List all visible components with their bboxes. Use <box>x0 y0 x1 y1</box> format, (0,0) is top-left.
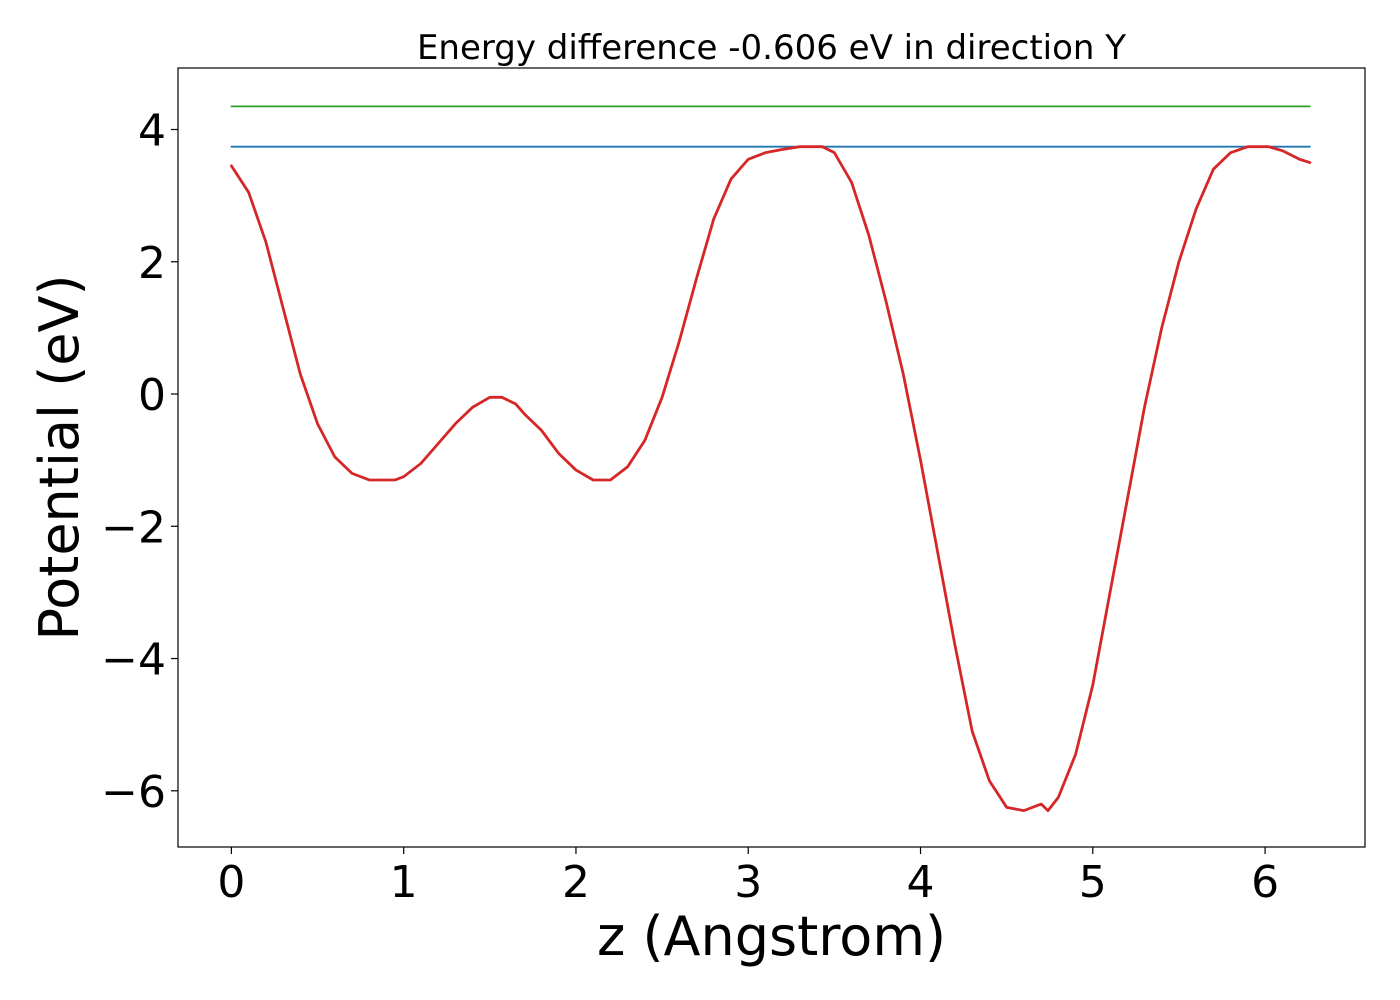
y-axis-ticks: −6 −4 −2 0 2 4 <box>101 106 178 818</box>
x-tick-label: 5 <box>1079 857 1107 908</box>
chart-title: Energy difference -0.606 eV in direction… <box>417 28 1126 68</box>
y-tick-label: 4 <box>138 106 166 157</box>
y-tick-label: 0 <box>138 370 166 421</box>
y-tick-label: −6 <box>101 767 166 818</box>
x-tick-label: 3 <box>734 857 762 908</box>
y-tick-label: −2 <box>101 502 166 553</box>
x-axis-ticks: 0 1 2 3 4 5 6 <box>217 847 1279 908</box>
y-tick-label: −4 <box>101 635 166 686</box>
x-tick-label: 1 <box>390 857 418 908</box>
x-tick-label: 6 <box>1251 857 1279 908</box>
y-tick-label: 2 <box>138 238 166 289</box>
x-axis-label: z (Angstrom) <box>597 905 946 968</box>
series-layer <box>230 105 1312 813</box>
plot-area <box>177 67 1366 848</box>
x-tick-label: 0 <box>217 857 245 908</box>
potential-curve <box>230 145 1312 813</box>
plot-frame <box>177 67 1366 848</box>
x-tick-label: 4 <box>907 857 935 908</box>
x-tick-label: 2 <box>562 857 590 908</box>
y-axis-label: Potential (eV) <box>28 274 91 640</box>
